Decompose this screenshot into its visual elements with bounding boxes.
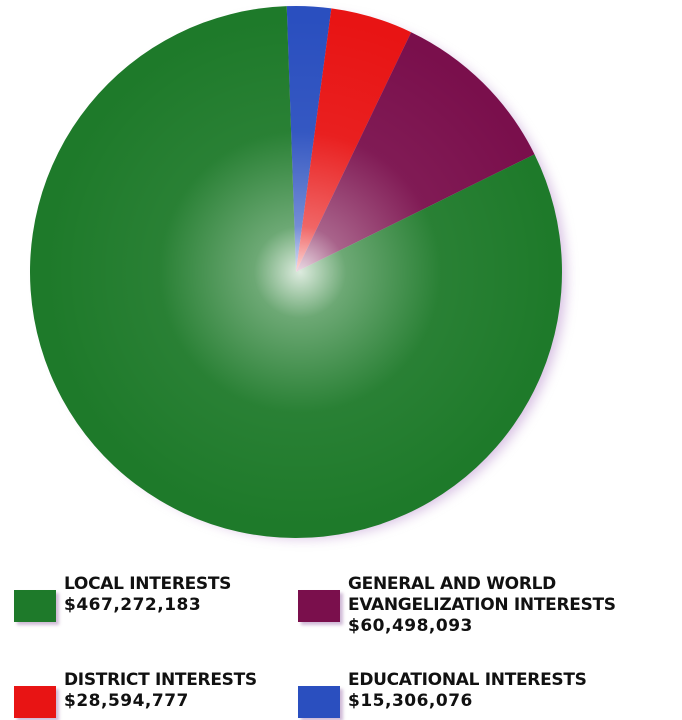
legend-value: $28,594,777: [64, 691, 189, 711]
pie-highlight: [30, 6, 562, 538]
legend-swatch-district-interests: [14, 686, 56, 718]
legend-label: DISTRICT INTERESTS: [64, 670, 257, 690]
legend: LOCAL INTERESTS $467,272,183 GENERAL AND…: [0, 560, 682, 720]
legend-item-educational-interests: EDUCATIONAL INTERESTS $15,306,076: [298, 670, 587, 718]
pie-chart: [29, 5, 566, 538]
legend-label: EDUCATIONAL INTERESTS: [348, 670, 587, 690]
legend-label: GENERAL AND WORLD EVANGELIZATION INTERES…: [348, 574, 616, 615]
legend-item-district-interests: DISTRICT INTERESTS $28,594,777: [14, 670, 257, 718]
legend-item-local-interests: LOCAL INTERESTS $467,272,183: [14, 574, 231, 622]
legend-swatch-educational-interests: [298, 686, 340, 718]
legend-value: $15,306,076: [348, 691, 473, 711]
legend-swatch-general-and-world-evangelization: [298, 590, 340, 622]
legend-label: LOCAL INTERESTS: [64, 574, 232, 594]
legend-value: $467,272,183: [64, 595, 202, 615]
legend-item-general-and-world-evangelization: GENERAL AND WORLD EVANGELIZATION INTERES…: [298, 574, 616, 637]
legend-value: $60,498,093: [348, 616, 473, 636]
legend-swatch-local-interests: [14, 590, 56, 622]
